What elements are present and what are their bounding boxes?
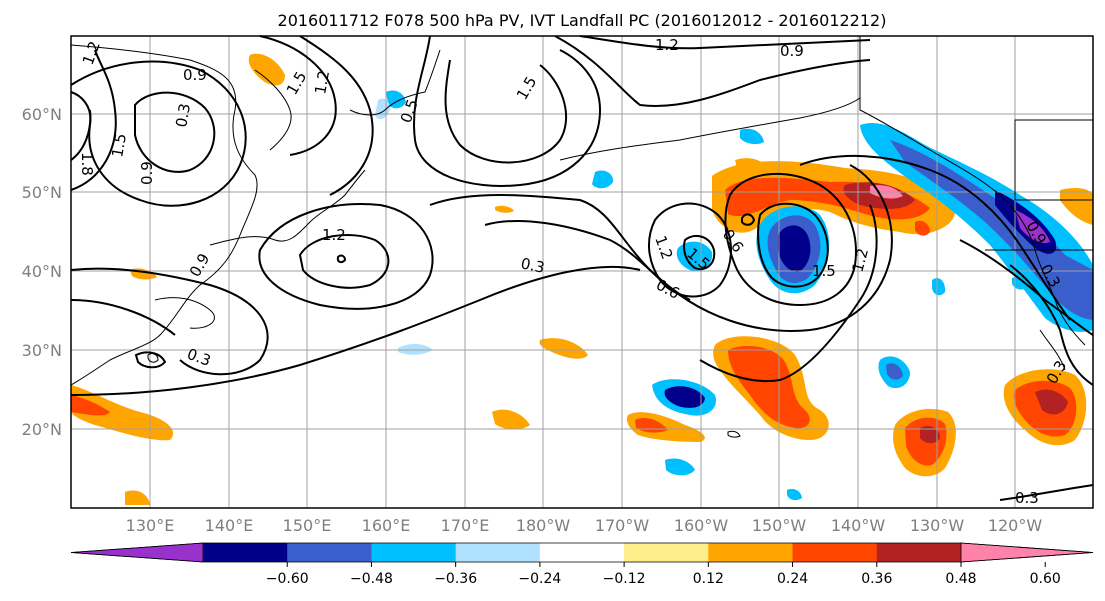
lon-label: 180°W [516, 516, 571, 535]
colorbar-segment [539, 543, 625, 562]
colorbar-extend-low [70, 542, 204, 563]
colorbar-tick-label: 0.36 [861, 571, 892, 587]
colorbar-tick-label: −0.24 [518, 571, 561, 587]
shade-negative-coast-max [1015, 210, 1050, 244]
shade-positive-baja-max [1035, 389, 1068, 415]
shade-negative-east-core [886, 363, 903, 380]
lon-label: 120°W [988, 516, 1043, 535]
map-panel: 1.2 0.9 1.5 1.2 1.8 1.5 0.9 0.3 0.5 1.5 … [70, 35, 1094, 509]
colorbar: −0.60 −0.48 −0.36 −0.24 −0.12 0.12 0.24 0.36 0.4… [70, 542, 1094, 587]
colorbar-segment [792, 543, 878, 562]
contour-label: 0.9 [138, 161, 156, 185]
lat-label-20n: 20°N [22, 420, 62, 439]
contour-label: 1.2 [848, 246, 872, 274]
shade-positive-south-max [920, 426, 940, 444]
lon-label: 150°E [283, 516, 332, 535]
lon-label: 160°W [674, 516, 729, 535]
lon-label: 170°E [441, 516, 490, 535]
shade-negative-small2 [592, 170, 614, 189]
shade-positive-west-core [71, 395, 110, 416]
contour-label: 1.2 [322, 226, 346, 244]
contour-label: 0.3 [172, 102, 194, 129]
contour-label: 1.2 [311, 69, 333, 96]
shade-positive-subtrop-core [728, 346, 810, 429]
shade-negative-small7 [932, 278, 946, 296]
colorbar-segment [876, 543, 962, 562]
contour-label: 1.8 [78, 152, 96, 176]
lon-label: 130°W [910, 516, 965, 535]
colorbar-tick-label: −0.12 [603, 571, 646, 587]
shade-negative-small4 [398, 344, 433, 355]
lat-label-60n: 60°N [22, 105, 62, 124]
figure-title: 2016011712 F078 500 hPa PV, IVT Landfall… [278, 11, 887, 30]
shade-negative-center-core [778, 225, 811, 272]
shade-positive-right [1060, 187, 1093, 225]
shade-positive-mid1 [539, 338, 588, 359]
lon-label: 160°E [362, 516, 411, 535]
contour-label: 0.9 [183, 66, 207, 84]
lon-label: 150°W [752, 516, 807, 535]
shade-negative-hawaii-core [664, 386, 705, 408]
shade-negative-coast [860, 122, 1093, 332]
contour-label: 0.9 [780, 42, 804, 60]
shade-positive-mid2 [492, 409, 530, 430]
contour-label: 0.3 [1015, 489, 1039, 507]
latitude-labels: 60°N 50°N 40°N 30°N 20°N [22, 105, 62, 439]
shade-positive-alaska [735, 158, 770, 178]
colorbar-tick-label: 0.60 [1030, 571, 1061, 587]
longitude-labels: 130°E 140°E 150°E 160°E 170°E 180°W 170°… [126, 516, 1043, 535]
colorbar-frame [70, 542, 1094, 563]
shade-negative-alaska [740, 128, 764, 145]
map-frame [70, 35, 1094, 509]
contour-label: 0.3 [519, 254, 546, 277]
colorbar-segment [203, 543, 288, 562]
shade-negative-small [676, 241, 713, 272]
colorbar-extend-high [960, 542, 1094, 563]
contour-label: 1.2 [655, 36, 679, 54]
colorbar-tick-label: −0.60 [266, 571, 309, 587]
shade-negative-coast-mid [890, 140, 1093, 320]
colorbar-tick-label: −0.48 [350, 571, 393, 587]
shade-positive-small3 [125, 490, 150, 505]
shade-negative-small6 [787, 488, 802, 501]
lat-label-30n: 30°N [22, 341, 62, 360]
lat-label-50n: 50°N [22, 183, 62, 202]
graticule [71, 36, 1093, 508]
lon-label: 130°E [126, 516, 175, 535]
colorbar-segment [708, 543, 794, 562]
lat-label-40n: 40°N [22, 262, 62, 281]
lon-label: 170°W [595, 516, 650, 535]
colorbar-segment [624, 543, 709, 562]
shade-positive-west [71, 385, 174, 441]
shade-positive-kam [248, 53, 285, 86]
colorbar-tick-label: 0.48 [945, 571, 976, 587]
lon-label: 140°W [831, 516, 886, 535]
shade-negative-small3 [386, 90, 406, 109]
shade-negative-small5 [665, 458, 695, 476]
colorbar-tick-label: 0.12 [693, 571, 724, 587]
contour-label: 1.5 [812, 262, 836, 280]
colorbar-segment [455, 543, 541, 562]
colorbar-tick-label: −0.36 [434, 571, 477, 587]
colorbar-segment [371, 543, 457, 562]
shade-positive-small4 [915, 220, 930, 236]
pv-contours [70, 35, 1094, 501]
colorbar-segment [287, 543, 372, 562]
colorbar-tick-label: 0.24 [777, 571, 808, 587]
contour-label: 1.5 [108, 132, 130, 159]
shade-positive-small2 [495, 205, 514, 213]
lon-label: 140°E [205, 516, 254, 535]
